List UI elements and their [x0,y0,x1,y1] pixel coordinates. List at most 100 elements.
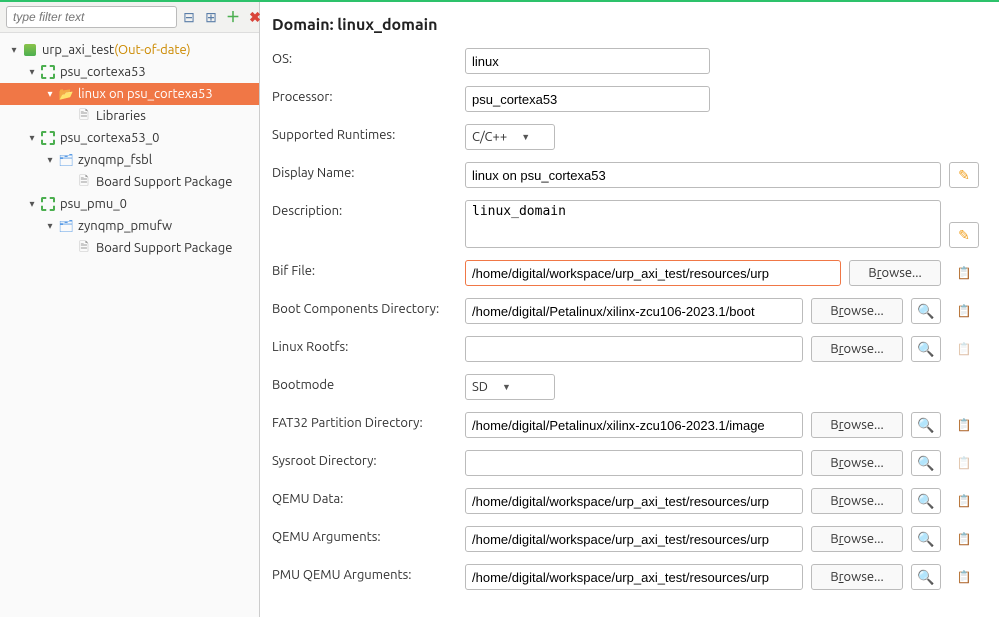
pmuqemu-label: PMU QEMU Arguments: [272,564,457,582]
bootmode-value: SD [472,380,488,394]
rootfs-input[interactable] [465,336,803,362]
folder-lg-icon: 🗂 [58,152,74,168]
bootcomp-search-button[interactable]: 🔍 [911,298,941,324]
tree-item-label: psu_cortexa53_0 [60,131,159,145]
display-name-input[interactable] [465,162,941,188]
tree-item-label: Board Support Package [96,241,232,255]
sidebar-toolbar: ⊟ ⊞ ＋ ✖ [0,2,259,33]
bootcomp-copy-button[interactable]: 📋 [949,298,979,324]
green-chip-icon [40,64,56,80]
qemudata-search-button[interactable]: 🔍 [911,488,941,514]
tree-item[interactable]: ▾ urp_axi_test (Out-of-date) [0,39,259,61]
rootfs-copy-button[interactable]: 📋 [949,336,979,362]
pmuqemu-browse-button[interactable]: Browse... [811,564,903,590]
bif-input[interactable] [465,260,841,286]
tree-item[interactable]: ▾📂linux on psu_cortexa53 [0,83,259,105]
copy-icon: 📋 [957,456,972,470]
os-input[interactable] [465,48,710,74]
tree-item-label: Board Support Package [96,175,232,189]
copy-icon: 📋 [957,342,972,356]
green-chip-icon [40,130,56,146]
bif-copy-button[interactable]: 📋 [949,260,979,286]
qemuargs-browse-button[interactable]: Browse... [811,526,903,552]
tree-item-label: urp_axi_test [42,43,114,57]
search-icon: 🔍 [917,303,934,320]
twisty-icon[interactable]: ▾ [44,88,56,100]
edit-display-name-button[interactable]: ✎ [949,162,979,188]
green-chip-icon [40,196,56,212]
chevron-down-icon: ▼ [521,132,530,142]
description-label: Description: [272,200,457,218]
tree-item-label: psu_pmu_0 [60,197,127,211]
search-icon: 🔍 [917,417,934,434]
copy-icon: 📋 [957,266,972,280]
bif-browse-button[interactable]: Browse... [849,260,941,286]
tree-item[interactable]: 🗎 Board Support Package [0,171,259,193]
rootfs-label: Linux Rootfs: [272,336,457,354]
tree-item[interactable]: 🗎Board Support Package [0,237,259,259]
copy-icon: 📋 [957,570,972,584]
twisty-icon[interactable]: ▾ [26,66,38,78]
sysroot-input[interactable] [465,450,803,476]
fat32-search-button[interactable]: 🔍 [911,412,941,438]
qemudata-input[interactable] [465,488,803,514]
sysroot-browse-button[interactable]: Browse... [811,450,903,476]
expand-all-icon[interactable]: ⊞ [203,9,219,25]
main-panel: Domain: linux_domain OS: Processor: Supp… [260,2,999,617]
edit-description-button[interactable]: ✎ [949,222,979,248]
pmuqemu-search-button[interactable]: 🔍 [911,564,941,590]
qemuargs-input[interactable] [465,526,803,552]
copy-icon: 📋 [957,494,972,508]
qemudata-browse-button[interactable]: Browse... [811,488,903,514]
tree-item-suffix: (Out-of-date) [114,43,190,57]
fat32-browse-button[interactable]: Browse... [811,412,903,438]
fat32-input[interactable] [465,412,803,438]
doc-ic-icon: 🗎 [76,174,92,190]
collapse-all-icon[interactable]: ⊟ [181,9,197,25]
fat32-copy-button[interactable]: 📋 [949,412,979,438]
add-icon[interactable]: ＋ [225,9,241,25]
twisty-icon[interactable]: ▾ [26,198,38,210]
tree-item[interactable]: ▾ psu_cortexa53_0 [0,127,259,149]
rootfs-browse-button[interactable]: Browse... [811,336,903,362]
pmuqemu-copy-button[interactable]: 📋 [949,564,979,590]
qemudata-copy-button[interactable]: 📋 [949,488,979,514]
copy-icon: 📋 [957,418,972,432]
description-input[interactable] [465,200,941,248]
qemudata-label: QEMU Data: [272,488,457,506]
fat32-label: FAT32 Partition Directory: [272,412,457,430]
qemuargs-copy-button[interactable]: 📋 [949,526,979,552]
search-icon: 🔍 [917,493,934,510]
rootfs-search-button[interactable]: 🔍 [911,336,941,362]
bootcomp-input[interactable] [465,298,803,324]
tree-item[interactable]: ▾🗂zynqmp_fsbl [0,149,259,171]
display-name-label: Display Name: [272,162,457,180]
tree-item[interactable]: ▾ psu_cortexa53 [0,61,259,83]
search-icon: 🔍 [917,455,934,472]
tree-item[interactable]: 🗎Libraries [0,105,259,127]
qemuargs-search-button[interactable]: 🔍 [911,526,941,552]
tree-item-label: psu_cortexa53 [60,65,146,79]
tree-item[interactable]: ▾🗂zynqmp_pmufw [0,215,259,237]
sysroot-search-button[interactable]: 🔍 [911,450,941,476]
bootcomp-label: Boot Components Directory: [272,298,457,316]
twisty-icon[interactable]: ▾ [8,44,20,56]
copy-icon: 📋 [957,532,972,546]
twisty-icon[interactable]: ▾ [44,154,56,166]
filter-input[interactable] [6,6,177,28]
processor-input[interactable] [465,86,710,112]
sysroot-copy-button[interactable]: 📋 [949,450,979,476]
twisty-icon[interactable]: ▾ [44,220,56,232]
search-icon: 🔍 [917,569,934,586]
chevron-down-icon: ▼ [502,382,511,392]
tree-view[interactable]: ▾ urp_axi_test (Out-of-date) ▾ psu_cortexa5… [0,33,259,265]
toolbar-icons: ⊟ ⊞ ＋ ✖ [181,9,263,25]
bootcomp-browse-button[interactable]: Browse... [811,298,903,324]
twisty-icon[interactable]: ▾ [26,132,38,144]
tree-item-label: zynqmp_pmufw [78,219,172,233]
pmuqemu-input[interactable] [465,564,803,590]
bootmode-select[interactable]: SD ▼ [465,374,555,400]
tree-item[interactable]: ▾ psu_pmu_0 [0,193,259,215]
doc-ic-icon: 🗎 [76,108,92,124]
runtimes-select[interactable]: C/C++ ▼ [465,124,555,150]
